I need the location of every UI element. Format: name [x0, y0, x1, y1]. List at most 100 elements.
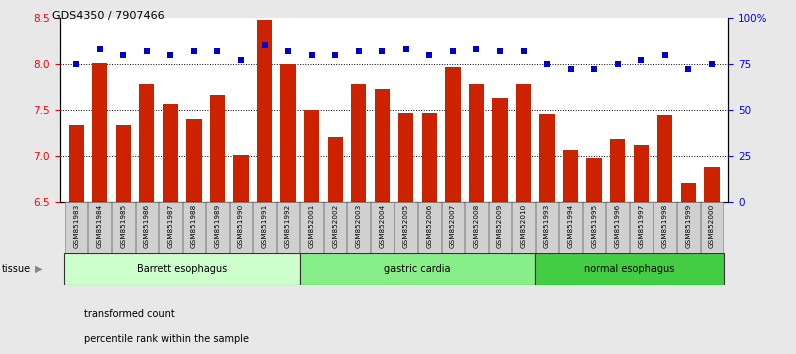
Bar [563, 150, 578, 202]
FancyBboxPatch shape [489, 202, 511, 253]
Text: GSM852007: GSM852007 [450, 203, 456, 247]
Text: GSM851988: GSM851988 [191, 203, 197, 247]
Point [587, 67, 600, 72]
Text: GSM852002: GSM852002 [332, 203, 338, 247]
FancyBboxPatch shape [88, 202, 111, 253]
FancyBboxPatch shape [560, 202, 582, 253]
Text: gastric cardia: gastric cardia [384, 264, 451, 274]
Point [140, 48, 153, 54]
Text: GSM852008: GSM852008 [474, 203, 479, 247]
Point [282, 48, 295, 54]
Bar [327, 137, 343, 202]
FancyBboxPatch shape [230, 202, 252, 253]
Point [494, 48, 506, 54]
FancyBboxPatch shape [654, 202, 676, 253]
Text: GSM851996: GSM851996 [615, 203, 621, 247]
Bar [587, 158, 602, 202]
Text: GSM851992: GSM851992 [285, 203, 291, 247]
FancyBboxPatch shape [700, 202, 723, 253]
Text: GSM851983: GSM851983 [73, 203, 79, 247]
Text: GSM851999: GSM851999 [685, 203, 691, 247]
FancyBboxPatch shape [677, 202, 700, 253]
Text: GSM852004: GSM852004 [379, 203, 385, 247]
Point [353, 48, 365, 54]
FancyBboxPatch shape [253, 202, 276, 253]
Text: normal esophagus: normal esophagus [584, 264, 675, 274]
Text: tissue: tissue [2, 264, 31, 274]
Point [611, 61, 624, 67]
Text: GSM852001: GSM852001 [309, 203, 314, 247]
Text: GSM851987: GSM851987 [167, 203, 174, 247]
FancyBboxPatch shape [395, 202, 417, 253]
FancyBboxPatch shape [135, 202, 158, 253]
Text: GSM851994: GSM851994 [568, 203, 574, 247]
FancyBboxPatch shape [277, 202, 299, 253]
Bar [375, 90, 390, 202]
Bar [304, 110, 319, 202]
Text: Barrett esophagus: Barrett esophagus [137, 264, 227, 274]
Point [305, 52, 318, 57]
Point [117, 52, 130, 57]
Text: GSM852010: GSM852010 [521, 203, 526, 247]
Bar [92, 63, 107, 202]
Bar [139, 84, 154, 202]
Bar [516, 84, 531, 202]
FancyBboxPatch shape [206, 202, 228, 253]
Text: GSM851991: GSM851991 [262, 203, 267, 247]
Text: ▶: ▶ [35, 264, 42, 274]
Text: GSM852009: GSM852009 [497, 203, 503, 247]
FancyBboxPatch shape [536, 202, 558, 253]
Text: GSM851997: GSM851997 [638, 203, 644, 247]
Point [164, 52, 177, 57]
Point [705, 61, 718, 67]
Bar [162, 104, 178, 202]
Text: percentile rank within the sample: percentile rank within the sample [84, 334, 248, 344]
FancyBboxPatch shape [347, 202, 370, 253]
FancyBboxPatch shape [324, 202, 346, 253]
FancyBboxPatch shape [300, 202, 323, 253]
Text: GSM852005: GSM852005 [403, 203, 409, 247]
FancyBboxPatch shape [371, 202, 393, 253]
Point [658, 52, 671, 57]
FancyBboxPatch shape [159, 202, 181, 253]
Text: GSM851993: GSM851993 [544, 203, 550, 247]
FancyBboxPatch shape [182, 202, 205, 253]
Text: GDS4350 / 7907466: GDS4350 / 7907466 [52, 11, 164, 21]
Bar [280, 64, 296, 202]
Bar [210, 95, 225, 202]
Text: GSM851990: GSM851990 [238, 203, 244, 247]
Point [682, 67, 695, 72]
Bar [704, 167, 720, 202]
Point [447, 48, 459, 54]
Point [423, 52, 435, 57]
Point [517, 48, 530, 54]
Text: GSM851986: GSM851986 [144, 203, 150, 247]
Point [470, 46, 483, 52]
Bar [422, 113, 437, 202]
FancyBboxPatch shape [512, 202, 535, 253]
FancyBboxPatch shape [465, 202, 488, 253]
Point [329, 52, 341, 57]
Text: GSM851989: GSM851989 [214, 203, 220, 247]
Point [564, 67, 577, 72]
FancyBboxPatch shape [583, 202, 606, 253]
Bar [681, 183, 696, 202]
Text: GSM852006: GSM852006 [427, 203, 432, 247]
Bar [469, 84, 484, 202]
Bar [445, 67, 461, 202]
FancyBboxPatch shape [630, 202, 653, 253]
Point [258, 42, 271, 48]
Text: GSM851984: GSM851984 [97, 203, 103, 247]
Point [235, 57, 248, 63]
Bar [233, 155, 248, 202]
Bar [257, 21, 272, 202]
FancyBboxPatch shape [112, 202, 135, 253]
Bar [657, 115, 673, 202]
Bar [186, 119, 201, 202]
FancyBboxPatch shape [607, 202, 629, 253]
Bar [115, 125, 131, 202]
Bar [540, 114, 555, 202]
FancyBboxPatch shape [64, 253, 300, 285]
Point [540, 61, 553, 67]
FancyBboxPatch shape [418, 202, 441, 253]
